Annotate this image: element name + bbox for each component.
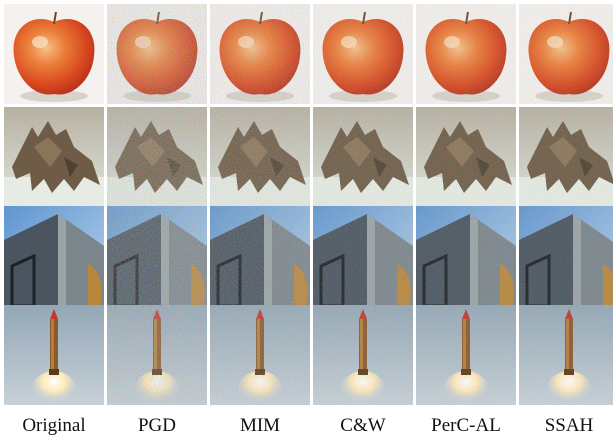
image-rocket-cw (313, 305, 413, 405)
image-building-original (4, 206, 104, 306)
image-dinosaur-original (4, 107, 104, 207)
column-caption: C&W (340, 415, 386, 436)
image-apple-percal (416, 4, 516, 104)
image-apple-mim (210, 4, 310, 104)
image-dinosaur-pgd (107, 107, 207, 207)
image-building-mim (210, 206, 310, 306)
image-rocket-percal (416, 305, 516, 405)
image-dinosaur-cw (313, 107, 413, 207)
column-caption: PGD (137, 415, 176, 436)
column-caption: MIM (239, 415, 281, 436)
image-building-cw (313, 206, 413, 306)
column-caption: SSAH (544, 415, 594, 436)
image-rocket-mim (210, 305, 310, 405)
column-caption: Original (22, 415, 86, 436)
image-rocket-ssah (519, 305, 613, 405)
image-rocket-original (4, 305, 104, 405)
image-apple-original (4, 4, 104, 104)
column-caption: PerC-AL (431, 415, 501, 436)
image-building-percal (416, 206, 516, 306)
image-dinosaur-ssah (519, 107, 613, 207)
image-dinosaur-mim (210, 107, 310, 207)
image-apple-pgd (107, 4, 207, 104)
image-dinosaur-percal (416, 107, 516, 207)
image-rocket-pgd (107, 305, 207, 405)
image-apple-ssah (519, 4, 613, 104)
image-building-ssah (519, 206, 613, 306)
image-building-pgd (107, 206, 207, 306)
image-apple-cw (313, 4, 413, 104)
